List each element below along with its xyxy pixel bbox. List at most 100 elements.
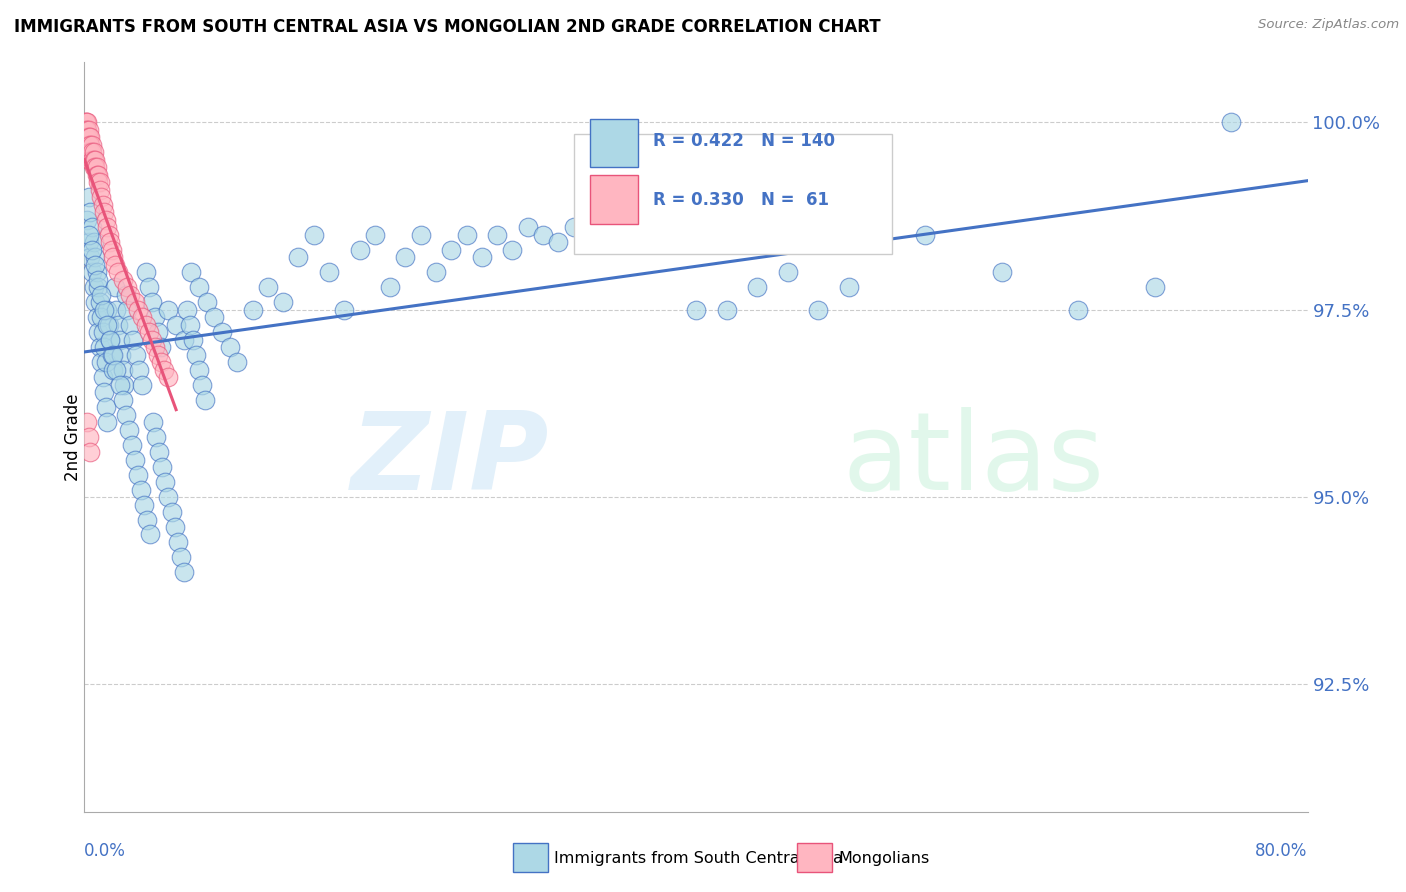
Point <box>76 415 98 429</box>
Point <box>112 377 135 392</box>
Point <box>110 348 132 362</box>
Point <box>120 287 142 301</box>
Point <box>87 175 110 189</box>
Point <box>89 340 111 354</box>
Point <box>242 302 264 317</box>
Point <box>149 340 172 354</box>
Point <box>86 265 108 279</box>
Point <box>287 250 309 264</box>
Point <box>991 265 1014 279</box>
Point <box>87 273 110 287</box>
Point <box>138 325 160 339</box>
Point <box>77 130 100 145</box>
Point <box>747 280 769 294</box>
Point <box>562 220 585 235</box>
Point <box>163 520 186 534</box>
Point <box>145 430 167 444</box>
Point <box>93 205 115 219</box>
Point <box>166 535 188 549</box>
Point <box>202 310 225 325</box>
Point <box>77 430 100 444</box>
Point <box>77 145 100 160</box>
Point <box>84 258 107 272</box>
Point <box>111 362 134 376</box>
Point <box>122 333 145 347</box>
Point <box>271 295 294 310</box>
Point <box>104 280 127 294</box>
Point <box>124 452 146 467</box>
Point <box>77 190 100 204</box>
Point <box>91 325 114 339</box>
Point <box>108 377 131 392</box>
Point <box>76 145 98 160</box>
Point <box>132 498 155 512</box>
Point <box>146 348 169 362</box>
Point <box>107 265 129 279</box>
Point <box>76 137 98 152</box>
Point <box>90 287 112 301</box>
Point <box>188 362 211 376</box>
Point <box>83 235 105 250</box>
Point <box>146 325 169 339</box>
Point <box>98 333 121 347</box>
Point <box>96 415 118 429</box>
Point <box>135 318 157 332</box>
Point <box>155 475 177 489</box>
Point <box>226 355 249 369</box>
Point <box>84 153 107 167</box>
Point <box>211 325 233 339</box>
Point <box>75 115 97 129</box>
Point <box>425 265 447 279</box>
Point <box>79 153 101 167</box>
Point <box>409 227 432 242</box>
Point <box>76 115 98 129</box>
Point <box>150 460 173 475</box>
Point <box>638 235 661 250</box>
Point <box>114 287 136 301</box>
Point <box>115 280 138 294</box>
Point <box>87 325 110 339</box>
Point <box>80 145 103 160</box>
Point <box>776 265 799 279</box>
Point <box>188 280 211 294</box>
Point <box>86 168 108 182</box>
Point <box>86 310 108 325</box>
Point <box>87 280 110 294</box>
Point <box>90 355 112 369</box>
Text: R = 0.422   N = 140: R = 0.422 N = 140 <box>654 132 835 150</box>
Point <box>77 235 100 250</box>
Point <box>547 235 569 250</box>
Text: Immigrants from South Central Asia: Immigrants from South Central Asia <box>554 851 842 865</box>
Text: IMMIGRANTS FROM SOUTH CENTRAL ASIA VS MONGOLIAN 2ND GRADE CORRELATION CHART: IMMIGRANTS FROM SOUTH CENTRAL ASIA VS MO… <box>14 18 880 36</box>
Point <box>89 175 111 189</box>
Point <box>93 302 115 317</box>
Point <box>89 295 111 310</box>
Point <box>1067 302 1090 317</box>
Point <box>257 280 280 294</box>
Point <box>80 243 103 257</box>
Point <box>218 340 240 354</box>
Text: R = 0.330   N =  61: R = 0.330 N = 61 <box>654 191 830 209</box>
Point <box>838 280 860 294</box>
Point <box>471 250 494 264</box>
Point <box>149 355 172 369</box>
Point <box>394 250 416 264</box>
Point <box>380 280 402 294</box>
Point <box>75 130 97 145</box>
Point <box>502 243 524 257</box>
Point <box>86 161 108 175</box>
Point <box>80 153 103 167</box>
Point <box>76 130 98 145</box>
Text: Source: ZipAtlas.com: Source: ZipAtlas.com <box>1258 18 1399 31</box>
Text: Mongolians: Mongolians <box>838 851 929 865</box>
Point <box>114 408 136 422</box>
Point <box>75 123 97 137</box>
Point <box>624 227 647 242</box>
FancyBboxPatch shape <box>589 119 638 168</box>
Point <box>89 183 111 197</box>
Point <box>83 280 105 294</box>
Point <box>141 333 163 347</box>
Point <box>87 168 110 182</box>
Point <box>121 437 143 451</box>
Text: atlas: atlas <box>842 407 1105 513</box>
